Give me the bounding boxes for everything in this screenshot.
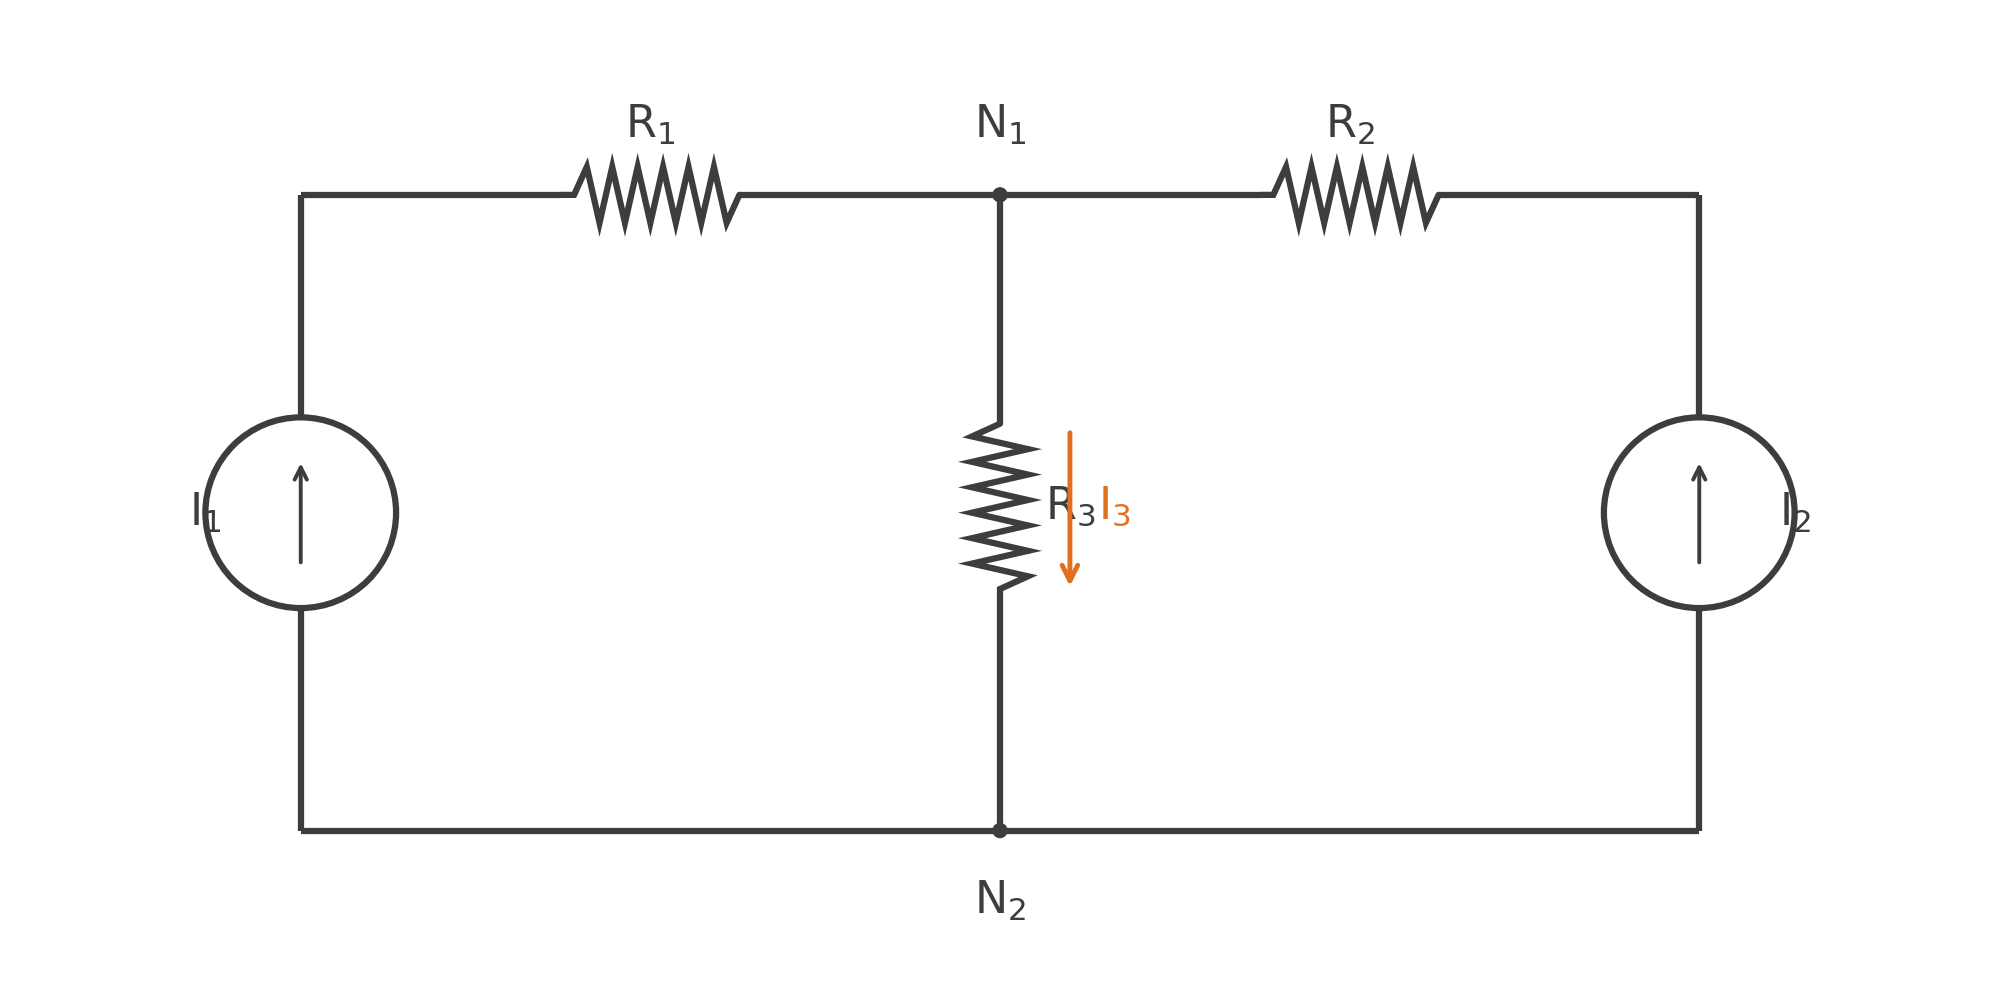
Text: $\mathregular{R_3}$: $\mathregular{R_3}$ (1044, 485, 1096, 528)
Text: $\mathregular{N_1}$: $\mathregular{N_1}$ (974, 103, 1026, 147)
Circle shape (994, 188, 1006, 202)
Text: $\mathregular{R_1}$: $\mathregular{R_1}$ (626, 103, 676, 147)
Text: $\mathregular{N_2}$: $\mathregular{N_2}$ (974, 878, 1026, 923)
Text: $\mathregular{I_2}$: $\mathregular{I_2}$ (1778, 491, 1810, 535)
Text: $\mathregular{R_2}$: $\mathregular{R_2}$ (1324, 103, 1374, 147)
Text: $\mathregular{I_1}$: $\mathregular{I_1}$ (190, 491, 222, 535)
Text: $\mathregular{I_3}$: $\mathregular{I_3}$ (1098, 485, 1130, 528)
Circle shape (994, 824, 1006, 838)
